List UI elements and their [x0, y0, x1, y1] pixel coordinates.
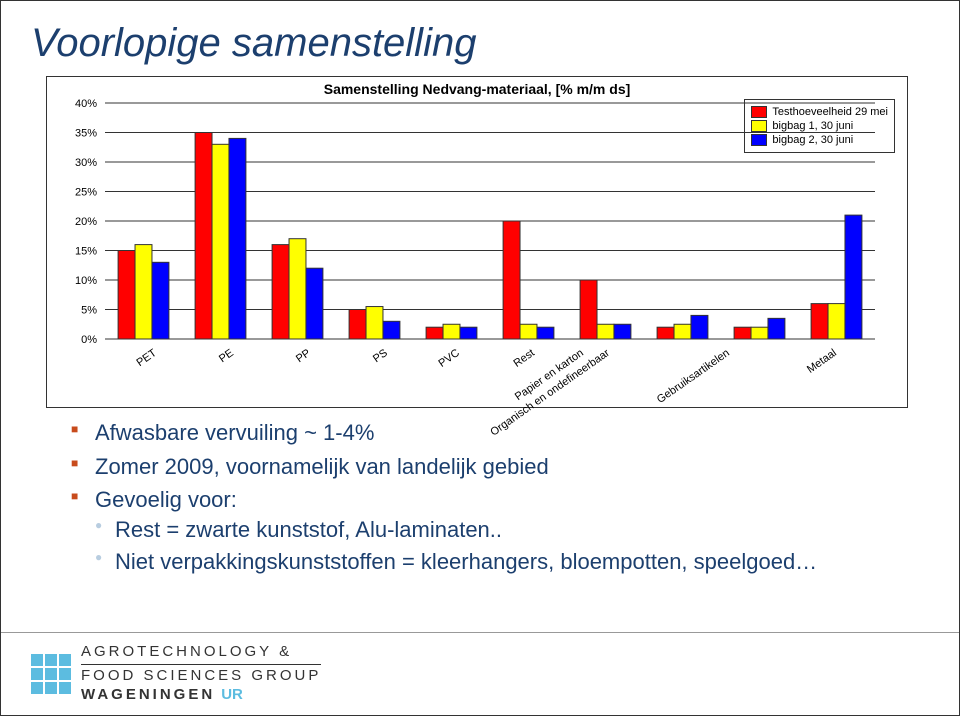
- chart-plot: 0%5%10%15%20%25%30%35%40%: [105, 103, 875, 339]
- bullet-list: Afwasbare vervuiling ~ 1-4% Zomer 2009, …: [71, 418, 929, 576]
- svg-text:10%: 10%: [75, 275, 97, 287]
- x-axis-label: PET: [134, 347, 158, 369]
- logo-line2: FOOD SCIENCES GROUP: [81, 664, 321, 686]
- logo-text: AGROTECHNOLOGY & FOOD SCIENCES GROUP WAG…: [81, 643, 321, 704]
- chart-title: Samenstelling Nedvang-materiaal, [% m/m …: [47, 81, 907, 97]
- bullet-item: Gevoelig voor: Rest = zwarte kunststof, …: [71, 485, 929, 576]
- bullet-text: Gevoelig voor:: [95, 487, 237, 512]
- svg-text:5%: 5%: [81, 305, 97, 317]
- logo-line3: WAGENINGENUR: [81, 686, 321, 705]
- svg-text:15%: 15%: [75, 246, 97, 258]
- x-axis-label: PS: [370, 347, 389, 365]
- x-axis-label: PP: [293, 347, 312, 365]
- logo: AGROTECHNOLOGY & FOOD SCIENCES GROUP WAG…: [31, 643, 321, 704]
- logo-line1: AGROTECHNOLOGY &: [81, 643, 321, 662]
- svg-text:20%: 20%: [75, 216, 97, 228]
- sub-bullet-item: Niet verpakkingskunststoffen = kleerhang…: [95, 547, 929, 577]
- x-axis-labels: PETPEPPPSPVCRestPapier en kartonOrganisc…: [105, 341, 875, 401]
- slide-title: Voorlopige samenstelling: [31, 21, 929, 66]
- bullet-item: Zomer 2009, voornamelijk van landelijk g…: [71, 452, 929, 482]
- sub-bullet-item: Rest = zwarte kunststof, Alu-laminaten..: [95, 515, 929, 545]
- svg-text:35%: 35%: [75, 128, 97, 140]
- x-axis-label: PVC: [436, 347, 461, 370]
- svg-text:25%: 25%: [75, 187, 97, 199]
- chart-container: Samenstelling Nedvang-materiaal, [% m/m …: [46, 76, 908, 408]
- svg-text:0%: 0%: [81, 334, 97, 346]
- x-axis-label: Metaal: [804, 347, 838, 376]
- footer: AGROTECHNOLOGY & FOOD SCIENCES GROUP WAG…: [1, 632, 959, 715]
- x-axis-label: PE: [216, 347, 235, 365]
- svg-text:30%: 30%: [75, 157, 97, 169]
- slide: Voorlopige samenstelling Samenstelling N…: [0, 0, 960, 716]
- x-axis-label: Rest: [511, 347, 536, 370]
- svg-text:40%: 40%: [75, 98, 97, 110]
- logo-icon: [31, 654, 71, 694]
- bullet-item: Afwasbare vervuiling ~ 1-4%: [71, 418, 929, 448]
- x-axis-label: Gebruiksartikelen: [654, 347, 731, 406]
